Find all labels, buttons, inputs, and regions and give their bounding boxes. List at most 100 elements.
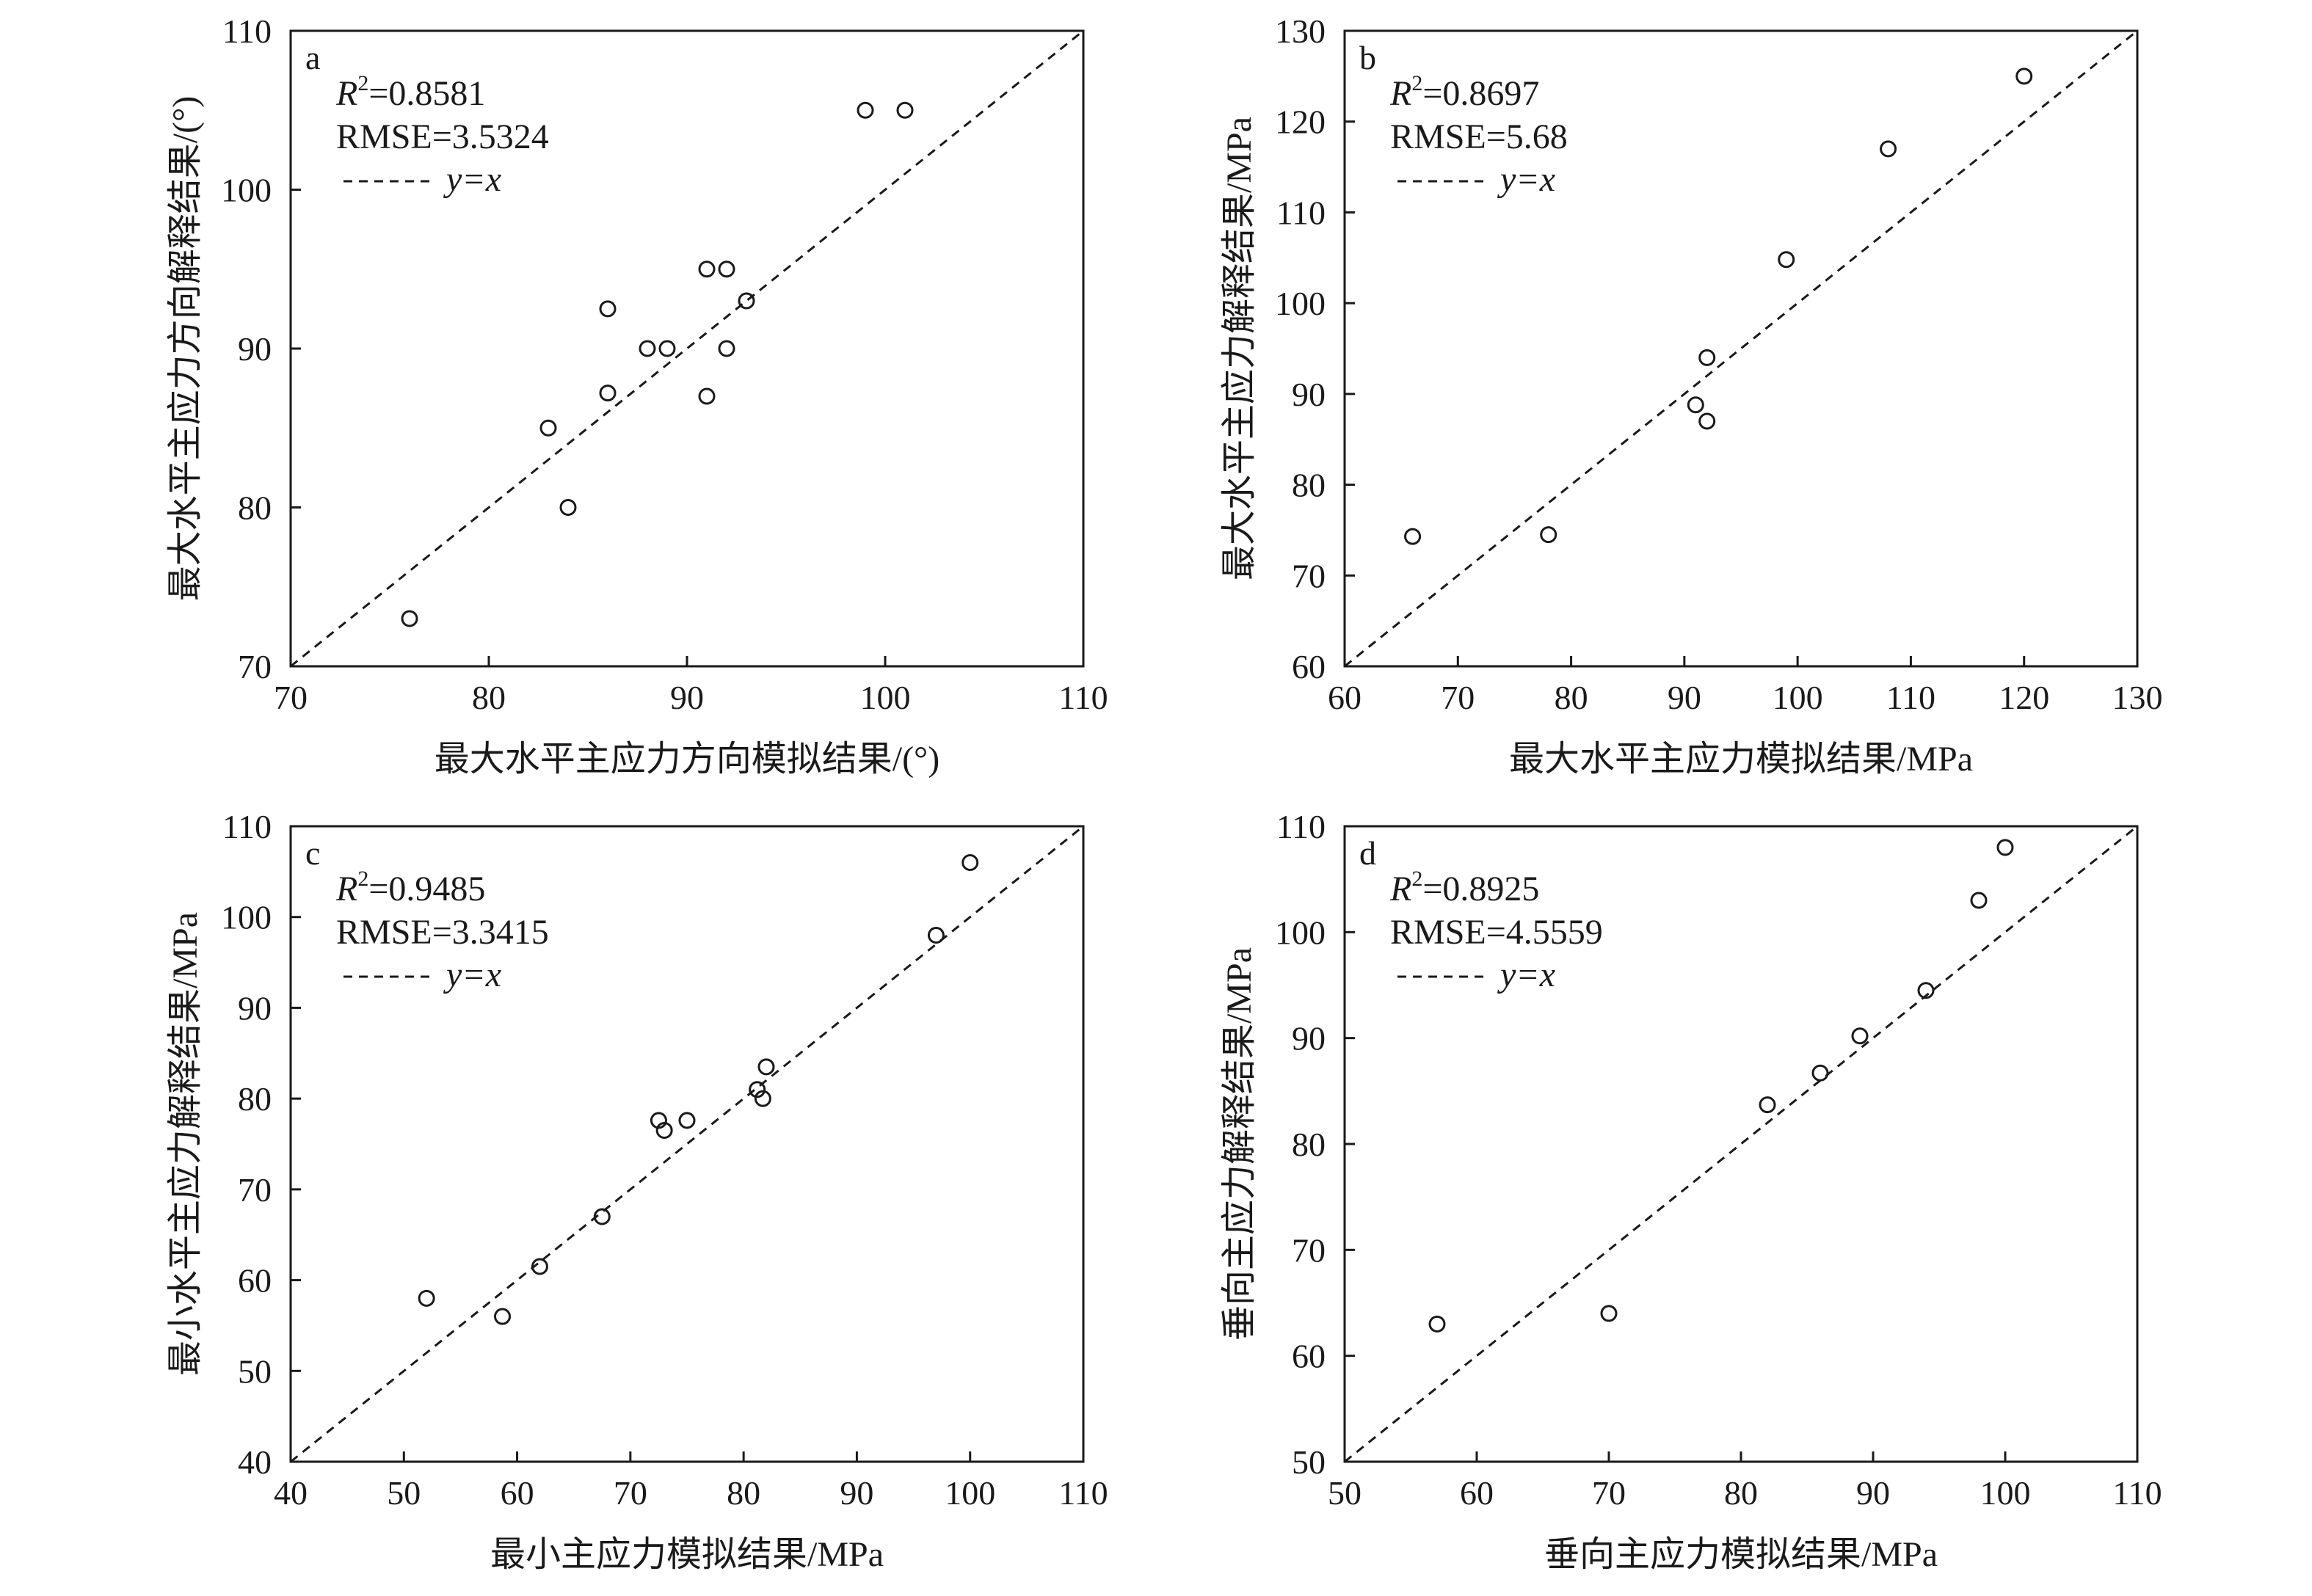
panel-letter-c: c bbox=[305, 834, 320, 872]
y-tick-label-b: 90 bbox=[1292, 376, 1326, 413]
x-tick-label-a: 80 bbox=[472, 679, 506, 716]
data-point-a bbox=[559, 499, 577, 516]
y-tick-label-d: 110 bbox=[1276, 808, 1326, 845]
y-tick-label-c: 100 bbox=[221, 899, 272, 936]
data-point-c bbox=[927, 926, 945, 944]
data-point-c bbox=[650, 1112, 667, 1129]
x-tick-label-c: 70 bbox=[614, 1474, 647, 1512]
x-tick-label-a: 90 bbox=[670, 679, 704, 716]
x-tick-label-d: 70 bbox=[1592, 1474, 1626, 1512]
data-point-a bbox=[698, 260, 716, 278]
data-point-d bbox=[1917, 982, 1935, 999]
y-tick-label-c: 60 bbox=[238, 1262, 272, 1300]
rmse-label-d: RMSE=4.5559 bbox=[1390, 913, 1603, 952]
data-point-b bbox=[1698, 349, 1716, 366]
data-point-b bbox=[1540, 526, 1557, 544]
y-tick-label-a: 90 bbox=[238, 330, 272, 368]
x-axis-label-c: 最小主应力模拟结果/MPa bbox=[490, 1535, 884, 1574]
y-tick-label-b: 100 bbox=[1275, 285, 1326, 322]
x-tick-label-b: 90 bbox=[1668, 679, 1701, 716]
legend-label-b: y=x bbox=[1497, 160, 1555, 199]
data-point-b bbox=[1404, 528, 1422, 545]
data-point-c bbox=[961, 853, 979, 871]
data-point-c bbox=[757, 1058, 775, 1076]
y-tick-label-b: 80 bbox=[1292, 467, 1326, 504]
y-tick-label-a: 110 bbox=[222, 12, 272, 50]
y-axis-label-c: 最小水平主应力解释结果/MPa bbox=[166, 912, 205, 1376]
data-point-c bbox=[655, 1121, 673, 1139]
data-point-d bbox=[1759, 1096, 1776, 1114]
data-point-a bbox=[857, 101, 874, 119]
r-squared-label-b: R2=0.8697 bbox=[1389, 71, 1539, 113]
y-tick-label-d: 100 bbox=[1275, 914, 1326, 951]
x-tick-label-d: 90 bbox=[1856, 1474, 1890, 1512]
data-point-a bbox=[599, 300, 617, 318]
x-tick-label-b: 100 bbox=[1773, 679, 1823, 716]
y-tick-label-c: 50 bbox=[238, 1352, 272, 1390]
x-tick-label-b: 60 bbox=[1328, 679, 1362, 716]
data-point-a bbox=[599, 385, 617, 402]
y-tick-label-c: 80 bbox=[238, 1080, 272, 1118]
data-point-d bbox=[1996, 839, 2014, 856]
y-axis-label-d: 垂向主应力解释结果/MPa bbox=[1220, 947, 1259, 1341]
data-point-d bbox=[1970, 892, 1988, 909]
y-tick-label-d: 90 bbox=[1292, 1020, 1326, 1057]
x-axis-label-b: 最大水平主应力模拟结果/MPa bbox=[1509, 740, 1973, 779]
data-point-b bbox=[2015, 68, 2033, 85]
panel-letter-d: d bbox=[1359, 834, 1376, 872]
rmse-label-a: RMSE=3.5324 bbox=[336, 117, 549, 156]
y-tick-label-d: 70 bbox=[1292, 1231, 1326, 1269]
axes-frame-b bbox=[1343, 29, 2139, 668]
y-axis-label-a: 最大水平主应力方向解释结果/(°) bbox=[166, 96, 205, 602]
x-tick-label-c: 90 bbox=[840, 1474, 873, 1512]
data-point-b bbox=[1687, 396, 1704, 414]
rmse-label-c: RMSE=3.3415 bbox=[336, 913, 549, 952]
data-point-c bbox=[678, 1112, 696, 1129]
panel-a: 70 80 90 100 110 70 80 90 100 110 最大水平主应力方向模拟结果/(°… bbox=[166, 12, 1108, 779]
data-point-a bbox=[698, 387, 716, 405]
y-tick-label-c: 90 bbox=[238, 989, 272, 1027]
data-point-a bbox=[401, 610, 418, 627]
data-point-a bbox=[658, 340, 676, 357]
x-tick-label-c: 50 bbox=[387, 1474, 421, 1512]
y-tick-label-b: 60 bbox=[1292, 648, 1326, 685]
r-squared-label-a: R2=0.8581 bbox=[335, 71, 485, 113]
data-point-d bbox=[1851, 1027, 1869, 1045]
x-axis-label-a: 最大水平主应力方向模拟结果/(°) bbox=[435, 740, 940, 779]
data-point-a bbox=[539, 419, 557, 437]
x-tick-label-c: 40 bbox=[274, 1474, 308, 1512]
panel-c: 40 50 60 70 80 90 100 110 40 50 60 70 80 90 100 110 最小主应… bbox=[166, 808, 1108, 1574]
x-tick-label-c: 110 bbox=[1058, 1474, 1108, 1512]
x-tick-label-d: 80 bbox=[1724, 1474, 1758, 1512]
data-point-d bbox=[1600, 1305, 1618, 1322]
data-point-c bbox=[754, 1090, 771, 1107]
data-point-c bbox=[418, 1289, 435, 1307]
y-tick-label-c: 70 bbox=[238, 1171, 272, 1209]
y-tick-label-b: 70 bbox=[1292, 557, 1326, 594]
legend-label-c: y=x bbox=[443, 955, 501, 994]
rmse-label-b: RMSE=5.68 bbox=[1390, 117, 1568, 156]
x-tick-label-a: 110 bbox=[1058, 679, 1108, 716]
data-point-b bbox=[1880, 140, 1897, 158]
x-tick-label-b: 80 bbox=[1555, 679, 1588, 716]
x-axis-label-d: 垂向主应力模拟结果/MPa bbox=[1544, 1535, 1938, 1574]
x-tick-label-b: 70 bbox=[1441, 679, 1475, 716]
x-tick-label-a: 100 bbox=[860, 679, 911, 716]
axes-frame-c bbox=[289, 825, 1085, 1463]
data-point-c bbox=[494, 1308, 512, 1325]
data-point-a bbox=[896, 101, 914, 119]
panel-letter-b: b bbox=[1359, 39, 1376, 76]
legend-label-a: y=x bbox=[443, 160, 501, 199]
x-tick-label-c: 80 bbox=[727, 1474, 760, 1512]
data-point-a bbox=[639, 340, 656, 357]
r-squared-label-c: R2=0.9485 bbox=[335, 867, 485, 908]
y-tick-label-d: 50 bbox=[1292, 1443, 1326, 1481]
data-point-a bbox=[718, 260, 735, 278]
x-tick-label-d: 110 bbox=[2112, 1474, 2162, 1512]
x-tick-label-d: 60 bbox=[1460, 1474, 1494, 1512]
x-tick-label-c: 60 bbox=[501, 1474, 534, 1512]
panel-b: 60 70 80 90 100 110 120 130 60 70 80 90 100 110 120 130… bbox=[1220, 12, 2163, 779]
panel-d: 50 60 70 80 90 100 110 50 60 70 80 90 100 110 垂向主应力模拟结… bbox=[1220, 808, 2162, 1574]
y-tick-label-b: 130 bbox=[1275, 12, 1326, 50]
